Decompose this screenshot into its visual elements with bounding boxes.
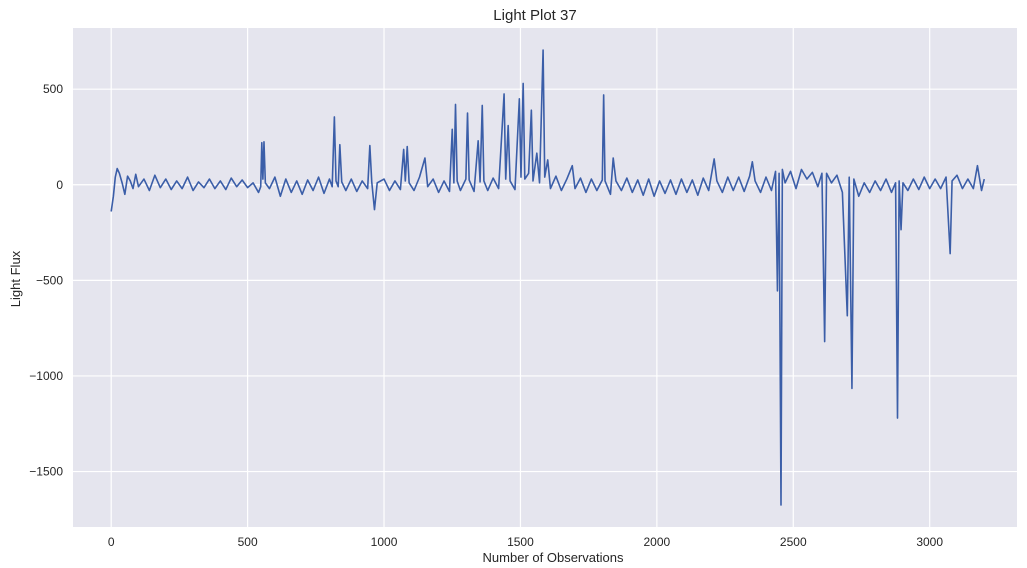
grid-lines xyxy=(73,28,1017,527)
x-tick-label: 1500 xyxy=(507,535,534,549)
x-tick-label: 2000 xyxy=(644,535,671,549)
y-axis-ticks: 500 0 −500 −1000 −1500 xyxy=(29,82,63,478)
x-tick-label: 1000 xyxy=(371,535,398,549)
x-tick-label: 2500 xyxy=(780,535,807,549)
y-tick-label: 0 xyxy=(56,178,63,192)
chart-title: Light Plot 37 xyxy=(493,7,576,24)
y-axis-label: Light Flux xyxy=(8,250,23,307)
y-tick-label: −1000 xyxy=(29,369,63,383)
y-tick-label: −1500 xyxy=(29,465,63,479)
x-tick-label: 0 xyxy=(108,535,115,549)
series-group xyxy=(110,49,986,506)
x-axis-label: Number of Observations xyxy=(483,550,624,565)
x-axis-ticks: 0 500 1000 1500 2000 2500 3000 xyxy=(108,535,944,549)
y-tick-label: 500 xyxy=(43,82,63,96)
series-line-0 xyxy=(110,49,986,506)
x-tick-label: 500 xyxy=(238,535,258,549)
plot-area xyxy=(73,28,1017,527)
y-tick-label: −500 xyxy=(36,273,63,287)
x-tick-label: 3000 xyxy=(916,535,943,549)
